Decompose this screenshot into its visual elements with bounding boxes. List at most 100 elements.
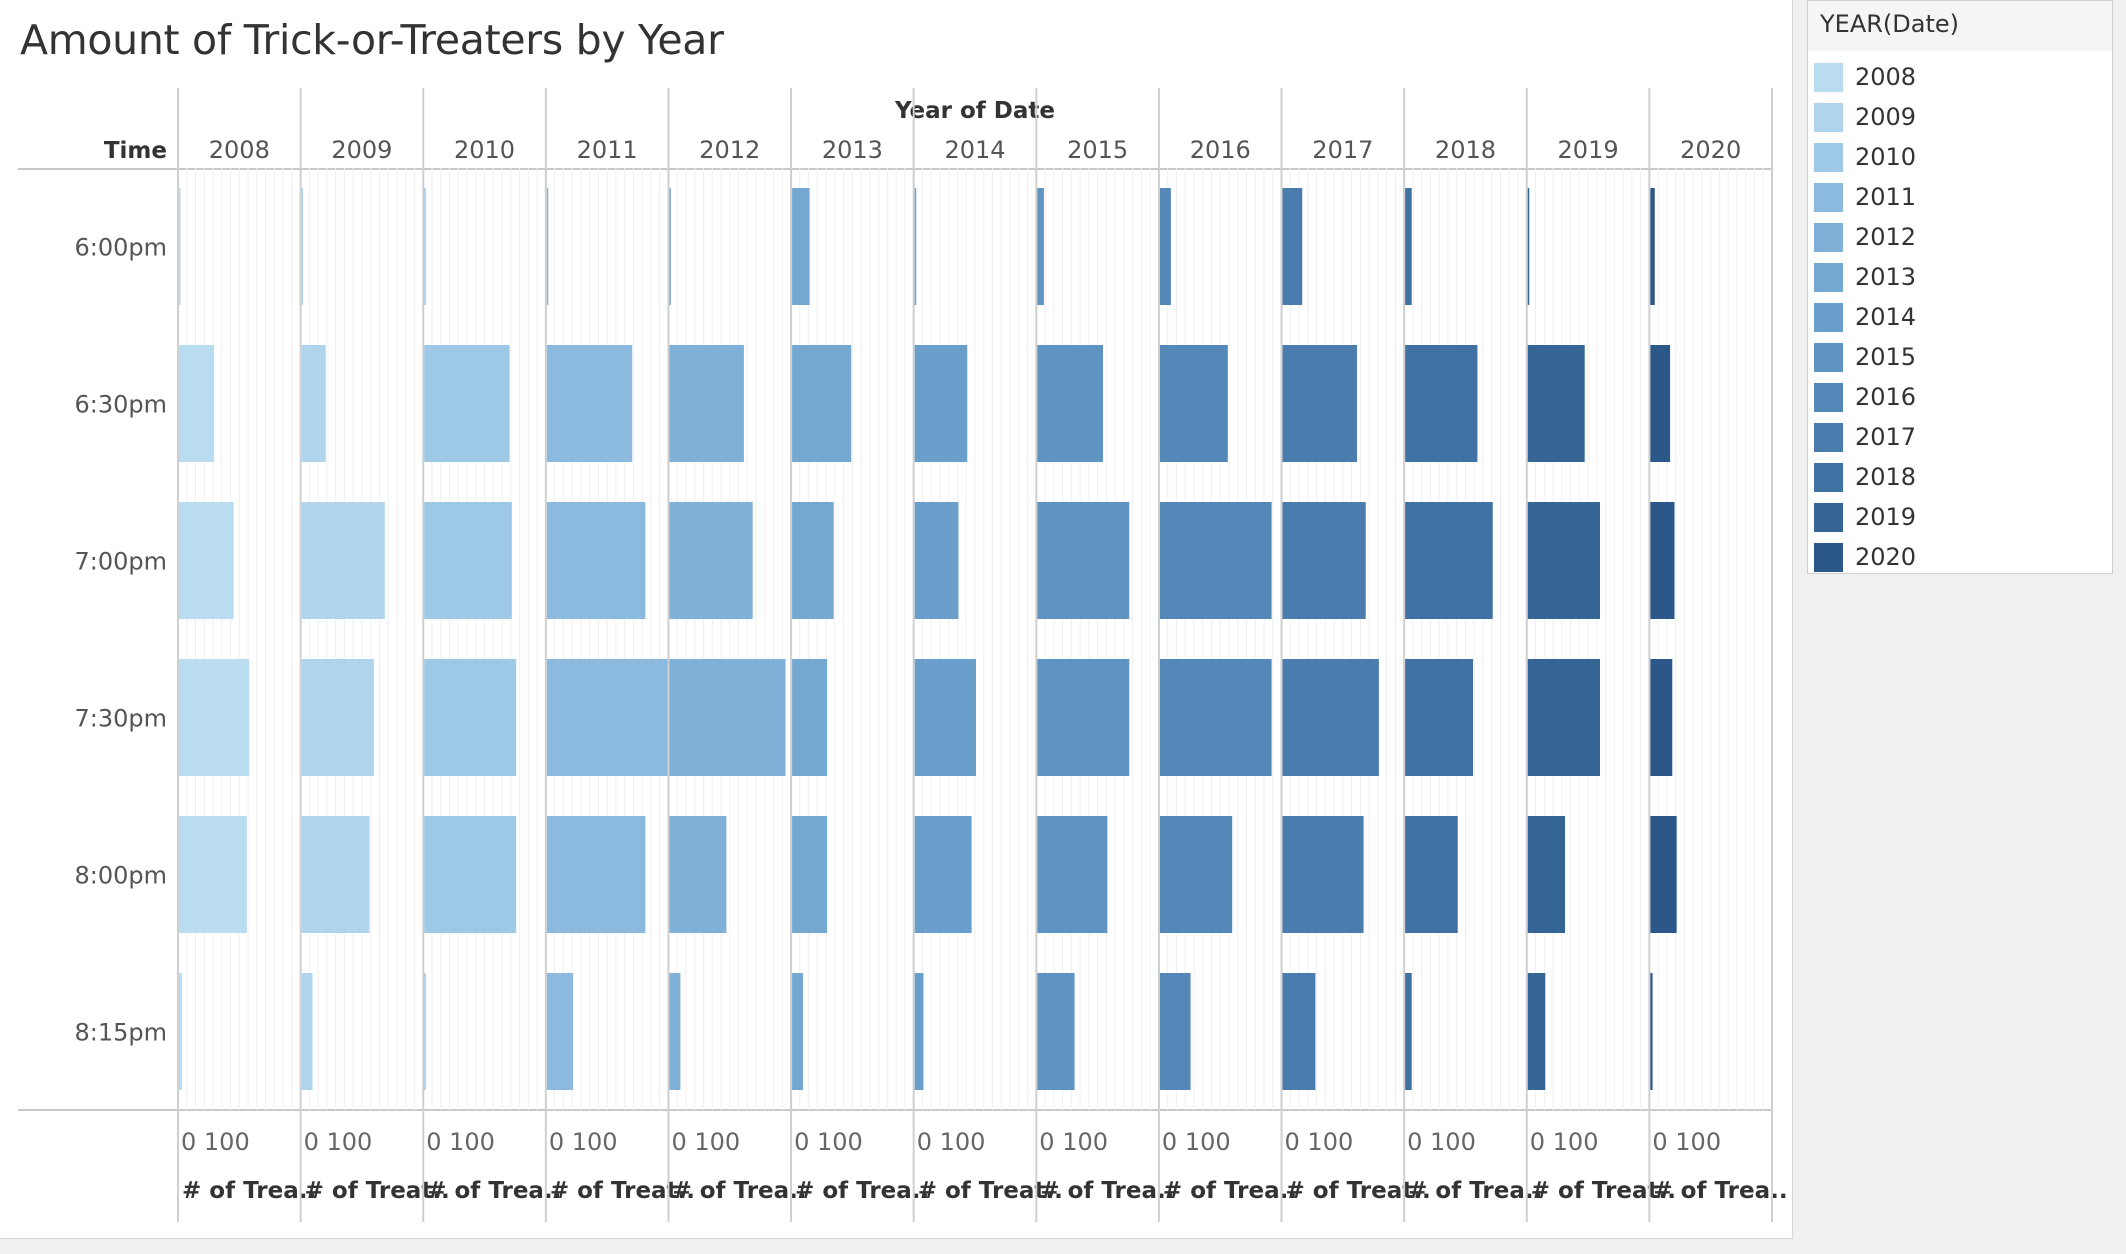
year-header-2010: 2010: [454, 136, 515, 164]
column-header: Year of Date: [894, 98, 1055, 124]
legend-swatch: [1814, 422, 1843, 452]
x-tick-label: 0 100: [671, 1128, 740, 1156]
bar-2012-7:00pm: [669, 502, 753, 619]
x-axis-title: # of Treat..: [1531, 1178, 1676, 1204]
bar-2010-6:00pm: [424, 188, 426, 305]
bar-2012-8:15pm: [669, 973, 681, 1090]
x-tick-label: 0 100: [917, 1128, 986, 1156]
bar-2011-8:15pm: [546, 973, 574, 1090]
x-axis-title: # of Trea..: [427, 1178, 561, 1204]
bar-2019-8:00pm: [1527, 816, 1565, 933]
year-header-2014: 2014: [944, 136, 1005, 164]
x-axis-title: # of Trea..: [1408, 1178, 1542, 1204]
bar-2019-8:15pm: [1527, 973, 1546, 1090]
year-header-2009: 2009: [331, 136, 392, 164]
legend-label: 2014: [1855, 303, 1917, 331]
bar-2014-6:00pm: [914, 188, 917, 305]
legend-label: 2008: [1855, 63, 1917, 91]
legend-item-2009[interactable]: 2009: [1808, 97, 2112, 137]
legend-item-2020[interactable]: 2020: [1808, 537, 2112, 577]
legend-label: 2016: [1855, 383, 1917, 411]
bar-2018-8:15pm: [1405, 973, 1412, 1090]
bar-2018-7:00pm: [1405, 502, 1493, 619]
bar-2008-7:00pm: [179, 502, 234, 619]
bar-2013-7:30pm: [792, 659, 828, 776]
x-axis-title: # of Trea..: [672, 1178, 806, 1204]
legend-item-2014[interactable]: 2014: [1808, 297, 2112, 337]
year-header-2018: 2018: [1435, 136, 1496, 164]
legend-item-2018[interactable]: 2018: [1808, 457, 2112, 497]
legend-item-2010[interactable]: 2010: [1808, 137, 2112, 177]
viz-panel: Amount of Trick-or-Treaters by Year Year…: [0, 0, 1793, 1239]
bar-2012-6:30pm: [669, 345, 744, 462]
legend-item-2012[interactable]: 2012: [1808, 217, 2112, 257]
legend-item-2011[interactable]: 2011: [1808, 177, 2112, 217]
x-tick-label: 0 100: [1530, 1128, 1599, 1156]
bar-2020-6:00pm: [1650, 188, 1655, 305]
chart-title: Amount of Trick-or-Treaters by Year: [20, 16, 724, 64]
bar-2014-6:30pm: [914, 345, 968, 462]
bar-2010-6:30pm: [424, 345, 510, 462]
bar-2015-8:15pm: [1037, 973, 1075, 1090]
bar-2009-8:00pm: [301, 816, 370, 933]
legend-label: 2017: [1855, 423, 1917, 451]
x-tick-label: 0 100: [304, 1128, 373, 1156]
bar-2012-8:00pm: [669, 816, 727, 933]
bar-2008-6:30pm: [179, 345, 215, 462]
legend-item-2008[interactable]: 2008: [1808, 57, 2112, 97]
year-header-2015: 2015: [1067, 136, 1128, 164]
year-header-2008: 2008: [209, 136, 270, 164]
bar-2012-7:30pm: [669, 659, 786, 776]
bar-2015-8:00pm: [1037, 816, 1108, 933]
legend-swatch: [1814, 142, 1843, 172]
bar-2016-8:00pm: [1159, 816, 1233, 933]
x-tick-label: 0 100: [1039, 1128, 1108, 1156]
legend-label: 2018: [1855, 463, 1917, 491]
year-header-2016: 2016: [1190, 136, 1251, 164]
bar-2017-7:30pm: [1282, 659, 1379, 776]
year-header-2017: 2017: [1312, 136, 1373, 164]
legend-title: YEAR(Date): [1808, 1, 2112, 51]
bar-2008-8:15pm: [179, 973, 183, 1090]
bar-2009-6:00pm: [301, 188, 304, 305]
legend-swatch: [1814, 462, 1843, 492]
bar-2011-6:00pm: [546, 188, 549, 305]
bar-2009-7:30pm: [301, 659, 374, 776]
bar-2013-8:15pm: [792, 973, 804, 1090]
legend-item-2013[interactable]: 2013: [1808, 257, 2112, 297]
x-tick-label: 0 100: [181, 1128, 250, 1156]
legend-item-2017[interactable]: 2017: [1808, 417, 2112, 457]
year-header-2012: 2012: [699, 136, 760, 164]
legend-label: 2015: [1855, 343, 1917, 371]
bar-2018-8:00pm: [1405, 816, 1458, 933]
legend-swatch: [1814, 542, 1843, 572]
legend-swatch: [1814, 62, 1843, 92]
bar-2011-8:00pm: [546, 816, 646, 933]
x-axis-title: # of Trea..: [1653, 1178, 1787, 1204]
legend: YEAR(Date) 2008 2009 2010 2011 2012 2013 2014 2…: [1807, 0, 2113, 574]
row-label: 7:30pm: [74, 705, 167, 733]
bar-2020-8:00pm: [1650, 816, 1677, 933]
bar-2017-6:30pm: [1282, 345, 1357, 462]
bar-2010-8:00pm: [424, 816, 517, 933]
bar-2019-7:00pm: [1527, 502, 1601, 619]
legend-swatch: [1814, 502, 1843, 532]
row-label: 6:00pm: [74, 234, 167, 262]
x-axis-title: # of Treat..: [1286, 1178, 1431, 1204]
bar-2015-6:30pm: [1037, 345, 1103, 462]
legend-item-2016[interactable]: 2016: [1808, 377, 2112, 417]
bar-2019-6:00pm: [1527, 188, 1530, 305]
legend-items: 2008 2009 2010 2011 2012 2013 2014 2015 2016 2017…: [1808, 51, 2112, 577]
bar-2009-6:30pm: [301, 345, 326, 462]
x-tick-label: 0 100: [794, 1128, 863, 1156]
bar-2012-6:00pm: [669, 188, 671, 305]
bar-2010-7:30pm: [424, 659, 517, 776]
legend-item-2015[interactable]: 2015: [1808, 337, 2112, 377]
bar-2009-8:15pm: [301, 973, 313, 1090]
legend-item-2019[interactable]: 2019: [1808, 497, 2112, 537]
x-tick-label: 0 100: [1652, 1128, 1721, 1156]
legend-swatch: [1814, 222, 1843, 252]
year-header-2019: 2019: [1558, 136, 1619, 164]
row-label: 7:00pm: [74, 548, 167, 576]
bar-2015-6:00pm: [1037, 188, 1044, 305]
